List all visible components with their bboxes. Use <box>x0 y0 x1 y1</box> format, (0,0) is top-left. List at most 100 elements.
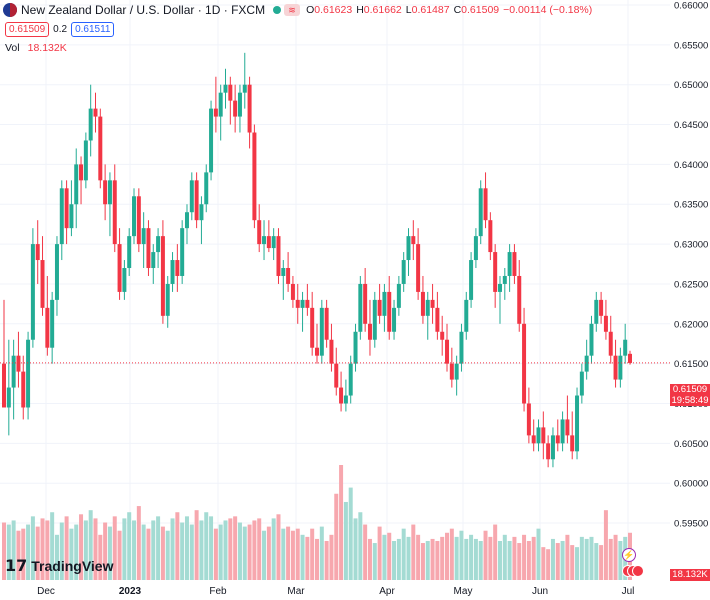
volume-bar <box>512 536 517 580</box>
volume-bar <box>387 532 392 580</box>
volume-bar <box>233 516 238 580</box>
volume-bar <box>469 534 474 580</box>
volume-tag: 18.132K <box>670 569 710 581</box>
volume-bar <box>377 526 382 580</box>
volume-bar <box>392 540 397 580</box>
volume-bar <box>54 534 59 580</box>
volume-bar <box>26 524 31 580</box>
candle-body <box>430 299 435 308</box>
candle-body <box>334 363 339 388</box>
volume-bar <box>59 522 64 580</box>
volume-bar <box>30 516 35 580</box>
candle-body <box>45 307 50 348</box>
candle-body <box>392 307 397 332</box>
volume-bar <box>319 526 324 580</box>
buy-button[interactable]: 0.61511 <box>71 22 115 37</box>
volume-bar <box>483 530 488 580</box>
volume-bar <box>420 543 425 580</box>
candle-body <box>502 275 507 284</box>
volume-bar <box>589 536 594 580</box>
time-tick-label: Feb <box>209 586 227 597</box>
candle-body <box>300 299 305 308</box>
volume-bar <box>156 516 161 580</box>
volume-bar <box>262 530 267 580</box>
candle-body <box>11 355 16 388</box>
candle-body <box>343 395 348 404</box>
volume-bar <box>497 540 502 580</box>
volume-bar <box>112 516 117 580</box>
volume-bar <box>608 538 613 580</box>
volume-bar <box>180 522 185 580</box>
candle-body <box>199 204 204 221</box>
volume-bar <box>16 530 21 580</box>
change-value: −0.00114 (−0.18%) <box>503 4 593 16</box>
tradingview-logo[interactable]: 17 TradingView <box>5 556 113 575</box>
volume-bar <box>21 528 26 580</box>
volume-bar <box>199 520 204 580</box>
volume-bar <box>416 534 421 580</box>
candle-body <box>324 307 329 340</box>
volume-bar <box>594 543 599 580</box>
candle-body <box>579 371 584 396</box>
candle-body <box>223 84 228 93</box>
price-tick-label: 0.63500 <box>674 200 708 211</box>
volume-bar <box>117 530 122 580</box>
volume-bar <box>324 540 329 580</box>
volume-bar <box>194 510 199 580</box>
volume-legend[interactable]: Vol 18.132K <box>5 42 67 54</box>
volume-bar <box>502 534 507 580</box>
volume-bar <box>281 528 286 580</box>
candle-body <box>401 260 406 284</box>
market-status-icon[interactable] <box>273 6 282 14</box>
sell-button[interactable]: 0.61509 <box>5 22 50 37</box>
volume-bar <box>603 510 608 580</box>
candle-body <box>189 180 194 213</box>
candle-body <box>584 355 589 372</box>
candle-body <box>175 260 180 276</box>
indicator-toggle-icon[interactable]: ≋ <box>284 4 301 16</box>
volume-bar <box>93 518 98 580</box>
open-value: 0.61623 <box>314 4 353 16</box>
symbol-title[interactable]: New Zealand Dollar / U.S. Dollar · 1D · … <box>21 3 266 17</box>
volume-bar <box>526 540 531 580</box>
lightning-icon[interactable]: ⚡ <box>622 548 636 562</box>
volume-bar <box>218 524 223 580</box>
candle-body <box>599 299 604 316</box>
time-tick-label: Apr <box>379 586 395 597</box>
candle-body <box>151 252 156 269</box>
buy-sell-row: 0.61509 0.2 0.61511 <box>5 22 115 37</box>
candle-body <box>252 132 257 221</box>
volume-bar <box>584 538 589 580</box>
volume-bar <box>363 524 368 580</box>
volume-label: Vol <box>5 42 20 54</box>
volume-bar <box>599 545 604 580</box>
candle-body <box>257 220 262 245</box>
volume-bar <box>613 534 618 580</box>
volume-bar <box>493 524 498 580</box>
volume-bar <box>507 540 512 580</box>
volume-bar <box>445 532 450 580</box>
candle-body <box>449 363 454 380</box>
candle-body <box>156 236 161 253</box>
price-tick-label: 0.60000 <box>674 479 708 490</box>
candle-body <box>132 196 137 237</box>
price-tick-label: 0.60500 <box>674 439 708 450</box>
currency-flag-icon <box>3 3 17 17</box>
price-tick-label: 0.62500 <box>674 279 708 290</box>
volume-bar <box>286 526 291 580</box>
candle-body <box>184 212 189 229</box>
candle-body <box>74 164 79 205</box>
candle-body <box>531 435 536 444</box>
candle-body <box>358 283 363 332</box>
candle-body <box>310 307 315 348</box>
events-flags-icon[interactable] <box>622 565 646 579</box>
volume-bar <box>247 524 252 580</box>
candle-body <box>396 283 401 308</box>
volume-bar <box>136 506 141 580</box>
volume-bar <box>425 540 430 580</box>
candle-body <box>628 353 632 363</box>
candle-body <box>93 108 98 117</box>
volume-bar <box>83 520 88 580</box>
candle-body <box>305 299 310 308</box>
